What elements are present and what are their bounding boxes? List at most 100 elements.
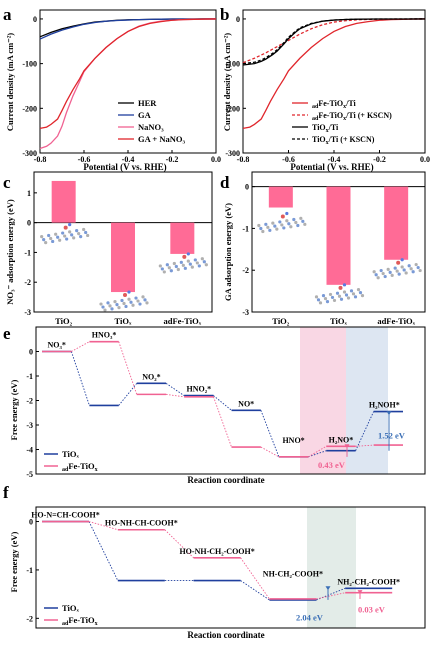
slab-atom: [197, 264, 201, 268]
slab-atom: [110, 307, 114, 311]
slab-atom: [339, 297, 344, 301]
slab-atom: [193, 258, 197, 262]
y-tick-label: -100: [225, 60, 240, 69]
slab-atom: [172, 261, 176, 266]
panel-b-plot: -0.8 -0.6 -0.4 -0.2 0.0 0 -100 -200 -300: [225, 9, 430, 164]
y-tick-label: -2: [26, 614, 33, 623]
bar-2: [326, 186, 351, 285]
panel-c-ylabel: NO₃⁻ adsorption energy (eV): [5, 199, 15, 305]
species-label: NO*: [238, 399, 254, 408]
slab-atom: [353, 295, 358, 299]
plot-frame: [251, 171, 426, 313]
slab-atom: [416, 265, 420, 270]
slab-atom: [72, 236, 76, 240]
bar-1: [51, 180, 76, 223]
slab-atom: [103, 308, 107, 312]
arrow-head: [325, 586, 331, 591]
y-tick-label: -5: [26, 470, 33, 479]
structure-illustration: [372, 258, 422, 280]
slab-atom: [167, 266, 171, 270]
slab-atom: [169, 269, 173, 273]
connector: [308, 445, 327, 458]
structure-illustration: [158, 252, 208, 274]
slab-atom: [160, 267, 164, 271]
slab-atom: [409, 267, 413, 271]
slab-atom: [411, 270, 415, 274]
slab-atom: [321, 294, 326, 298]
structure-illustration: [314, 283, 365, 305]
slab-atom: [292, 217, 296, 222]
y-tick-label: -200: [225, 104, 240, 113]
highlight-region: [307, 507, 356, 628]
connector: [355, 411, 375, 451]
slab-atom: [271, 221, 275, 225]
category-label: adFe-TiOₓ: [377, 316, 415, 326]
slab-atom: [330, 295, 335, 300]
panel-c-plot: 1 0 -1 -2 -3 TiO₂ TiOₓ adFe-TiOₓ: [24, 171, 213, 326]
slab-atom: [141, 295, 145, 299]
category-label: adFe-TiOₓ: [163, 316, 201, 326]
adsorbate-atom: [280, 214, 285, 219]
slab-atom: [44, 241, 48, 245]
legend-her: HER: [138, 98, 157, 108]
slab-atom: [101, 305, 105, 309]
panel-f: f 0 -1 -2 HO-N=CH-COOH* HO-NH-CH-COOH* HO-NH-…: [3, 483, 426, 640]
panel-b-letter: b: [220, 5, 229, 24]
series-line-4: [39, 18, 217, 130]
slab-atom: [407, 264, 411, 268]
slab-atom: [63, 234, 67, 238]
connector: [213, 396, 232, 448]
slab-atom: [181, 263, 185, 267]
slab-atom: [325, 300, 330, 304]
slab-atom: [266, 225, 270, 229]
slab-atom: [397, 272, 401, 276]
legend-adfe: adFe-TiOx/Ti: [312, 99, 357, 110]
slab-atom: [335, 291, 340, 295]
panel-e-xlabel: Reaction coordinate: [187, 475, 264, 485]
slab-atom: [282, 226, 286, 230]
slab-atom: [303, 222, 307, 226]
series-line-1: [39, 18, 216, 38]
barrier-label: 0.03 eV: [358, 605, 386, 615]
panel-e-plot: 0 -1 -2 -3 -4 -5 NO₃* HNO₃* NO₂* HNO₂* NO* HNO* H₂NO…: [26, 326, 426, 479]
plot-frame: [35, 506, 426, 629]
slab-atom: [68, 230, 72, 234]
slab-atom: [54, 232, 58, 236]
adsorbate-atom: [400, 258, 404, 262]
connector: [260, 446, 280, 458]
x-tick-label: -0.4: [122, 155, 135, 164]
species-label: NH-CH₂-COOH*: [263, 570, 323, 579]
slab-atom: [388, 270, 392, 274]
y-tick-label: -2: [26, 397, 33, 406]
y-tick-label: -2: [24, 278, 31, 287]
species-label: HNO₂*: [186, 385, 211, 394]
slab-atom: [299, 216, 303, 220]
arrow-head: [386, 411, 392, 416]
connector: [240, 580, 270, 601]
x-tick-label: -0.8: [34, 155, 47, 164]
slab-atom: [294, 220, 298, 225]
species-label: HO-NH-CH-COOH*: [105, 519, 178, 528]
slab-atom: [374, 273, 378, 277]
slab-atom: [204, 263, 208, 267]
y-tick-label: 1: [27, 189, 31, 198]
slab-atom: [122, 301, 126, 306]
panel-d-plot: 0 -1 -2 -3 TiO₂ TiOₓ adFe-TiOₓ: [242, 171, 426, 326]
legend-ga: GA: [138, 110, 152, 120]
connector: [240, 557, 270, 600]
slab-atom: [402, 268, 406, 272]
legend-tiox: TiOₓ: [62, 449, 79, 459]
y-tick-label: -1: [24, 248, 31, 257]
slab-atom: [134, 296, 138, 300]
connector: [316, 592, 346, 600]
legend-adfe: adFe-TiOx: [62, 615, 98, 627]
slab-atom: [145, 301, 149, 305]
x-tick-label: -0.2: [166, 155, 179, 164]
slab-atom: [108, 304, 112, 308]
legend-adfe-kscn: adFe-TiOx/Ti (+ KSCN): [312, 111, 392, 122]
slab-atom: [200, 257, 204, 261]
slab-atom: [360, 294, 365, 298]
slab-atom: [400, 265, 404, 269]
slab-atom: [395, 269, 399, 273]
connector: [316, 587, 346, 601]
